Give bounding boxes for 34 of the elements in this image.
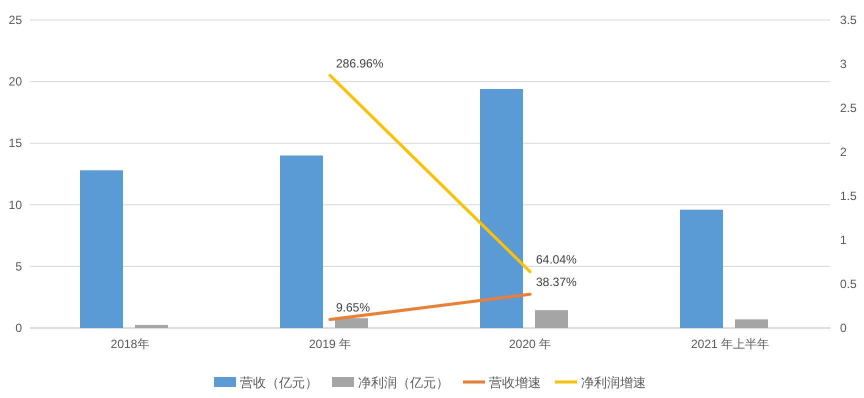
y2-tick-label: 1 [840, 233, 847, 247]
y-tick-label: 15 [8, 136, 22, 150]
y2-tick-label: 3.5 [840, 13, 858, 27]
legend-label: 营收（亿元） [240, 375, 318, 390]
data-label: 64.04% [536, 252, 578, 267]
y-tick-label: 0 [15, 321, 22, 335]
data-label: 286.96% [336, 56, 384, 70]
bar [280, 156, 323, 328]
bar [335, 318, 368, 328]
y2-tick-label: 0 [840, 321, 847, 335]
bar [735, 319, 768, 328]
legend-label: 净利润增速 [581, 375, 646, 390]
y-tick-label: 10 [8, 198, 22, 212]
bar [80, 170, 123, 328]
legend-label: 净利润（亿元） [358, 375, 449, 390]
y2-tick-label: 2 [840, 145, 847, 159]
y-tick-label: 5 [15, 259, 22, 274]
y-tick-label: 20 [8, 74, 22, 89]
x-tick-label: 2021 年上半年 [690, 337, 770, 351]
y2-tick-label: 3 [840, 57, 847, 71]
data-label: 38.37% [536, 275, 578, 290]
x-tick-label: 2019 年 [308, 337, 352, 351]
y2-tick-label: 1.5 [840, 189, 858, 203]
y-tick-label: 25 [8, 13, 22, 27]
bar [135, 324, 168, 328]
bar [535, 310, 568, 328]
y2-tick-label: 0.5 [840, 277, 858, 291]
legend-label: 营收增速 [489, 375, 541, 390]
y2-tick-label: 2.5 [840, 101, 858, 115]
bar [680, 210, 723, 328]
x-tick-label: 2018年 [110, 337, 150, 351]
data-label: 9.65% [336, 300, 370, 315]
bar [480, 88, 523, 328]
x-tick-label: 2020 年 [508, 337, 552, 351]
